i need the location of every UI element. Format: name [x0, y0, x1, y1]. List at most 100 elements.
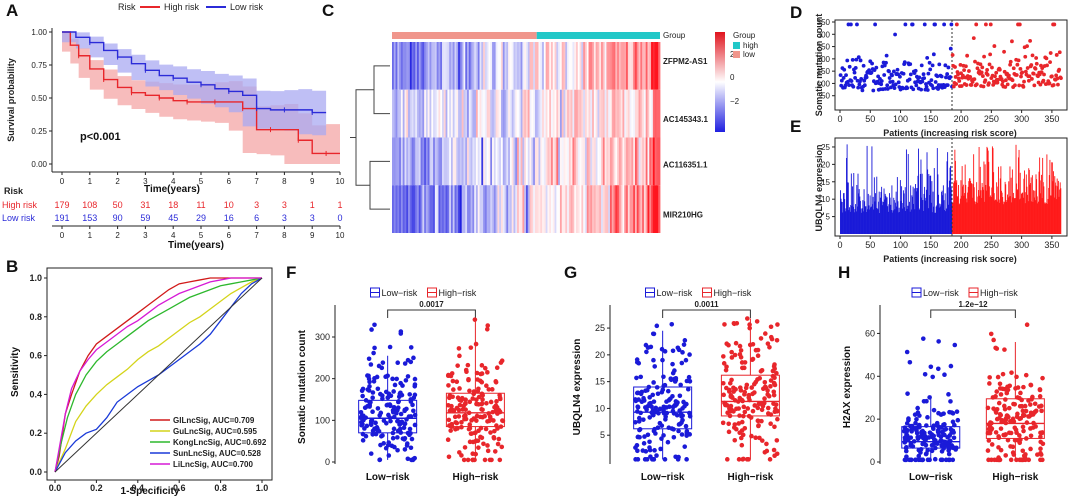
heatmap-cell — [400, 137, 404, 186]
heatmap-cell — [609, 137, 613, 186]
box-point — [412, 412, 418, 418]
mutation-point — [1034, 56, 1039, 60]
mutation-point — [844, 73, 848, 77]
box-point — [370, 409, 375, 415]
box-point — [380, 396, 385, 402]
expression-bar — [1048, 175, 1050, 234]
box-point — [673, 377, 679, 383]
expression-bar — [861, 212, 863, 234]
box-point — [722, 322, 727, 327]
heatmap-cell — [592, 89, 595, 138]
box-point — [726, 342, 731, 348]
box-point — [635, 434, 641, 440]
box-point — [474, 401, 479, 407]
expression-bar — [1045, 203, 1047, 234]
box-point — [383, 389, 389, 395]
group-bar-high — [536, 32, 660, 39]
expression-bar — [1004, 181, 1006, 234]
heatmap-cell — [399, 89, 402, 138]
heatmap-cell — [472, 137, 475, 186]
box-point — [747, 397, 752, 403]
box-point — [412, 455, 417, 461]
heatmap-cell — [397, 89, 400, 138]
heatmap-cell — [606, 89, 609, 138]
heatmap-cell — [397, 137, 400, 186]
box-point — [997, 415, 1002, 421]
box-point — [492, 404, 497, 410]
expression-bar — [922, 210, 924, 234]
heatmap-cell — [511, 185, 514, 233]
heatmap-cell — [511, 42, 514, 90]
expression-bar — [1054, 182, 1056, 234]
expression-bar — [1056, 199, 1058, 234]
expression-bar — [948, 204, 950, 234]
expression-bar — [985, 190, 987, 234]
heatmap-cell — [515, 185, 518, 233]
box-point — [667, 404, 672, 410]
heatmap-cell — [592, 137, 595, 186]
heatmap-cell — [593, 89, 597, 138]
box-point — [448, 373, 454, 379]
heatmap-cell — [463, 137, 466, 186]
heatmap-cell — [475, 185, 479, 233]
box-point — [1021, 384, 1026, 390]
expression-bar — [1016, 190, 1018, 234]
box-point — [728, 403, 734, 409]
box-point — [1028, 426, 1033, 431]
box-point — [923, 436, 929, 442]
roc-xtick-label: 0.8 — [214, 483, 227, 493]
color-scale-bar — [715, 32, 725, 132]
box-point — [933, 445, 938, 451]
box-point — [661, 433, 666, 438]
heatmap-cell — [536, 185, 539, 233]
expression-bar — [1023, 178, 1025, 234]
mutation-point — [884, 60, 888, 65]
box-point — [459, 453, 464, 458]
box-point — [481, 441, 486, 447]
risk-table-cell: 50 — [113, 200, 123, 210]
heatmap-cell — [611, 89, 614, 138]
heatmap-cell — [488, 89, 491, 138]
box-point — [774, 338, 780, 343]
expression-bar — [996, 182, 998, 234]
expression-bar — [933, 206, 935, 234]
heatmap-cell — [647, 89, 650, 138]
heatmap-cell — [484, 185, 488, 233]
box-point — [766, 393, 772, 399]
box-point — [731, 385, 736, 391]
box-point — [749, 385, 755, 390]
box-point — [1003, 420, 1009, 426]
mutation-point — [990, 65, 994, 70]
box-point — [490, 409, 495, 415]
box-point — [1003, 453, 1009, 458]
km-pvalue: p<0.001 — [80, 131, 121, 143]
box-point — [467, 439, 473, 445]
box-point — [932, 456, 938, 462]
box-point — [1033, 424, 1038, 429]
risk-table-cell: 3 — [282, 200, 287, 210]
box-point — [739, 397, 745, 403]
risk-xtick-label: 2 — [115, 231, 120, 240]
expression-bar — [1047, 203, 1048, 234]
expression-bar — [878, 201, 880, 234]
expression-bar — [1013, 198, 1015, 234]
heatmap-cell — [572, 185, 575, 233]
box-point — [742, 360, 748, 365]
mutation-point — [957, 79, 962, 83]
box-point — [1028, 382, 1034, 388]
heatmap-cell — [517, 137, 520, 186]
expression-bar — [1035, 174, 1037, 234]
box-point — [456, 346, 462, 351]
expression-bar — [1041, 198, 1043, 234]
box-point — [738, 388, 744, 393]
expression-bar — [1042, 182, 1044, 234]
pvalue-label: 0.0017 — [419, 300, 444, 309]
expression-bar — [1033, 190, 1035, 234]
box-point — [498, 424, 504, 429]
heatmap-cell — [651, 42, 654, 90]
expression-bar — [1032, 201, 1034, 234]
heatmap-cell — [456, 42, 459, 90]
heatmap-cell — [442, 89, 445, 138]
expression-bar — [934, 212, 936, 234]
